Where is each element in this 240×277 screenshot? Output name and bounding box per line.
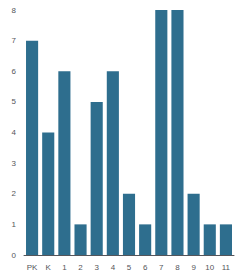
svg-text:7: 7	[12, 36, 17, 45]
svg-text:5: 5	[12, 97, 17, 106]
svg-text:1: 1	[12, 220, 17, 229]
svg-text:1: 1	[62, 263, 67, 272]
svg-text:2: 2	[12, 189, 17, 198]
svg-text:3: 3	[94, 263, 99, 272]
svg-text:4: 4	[111, 263, 116, 272]
svg-text:10: 10	[205, 263, 214, 272]
svg-text:2: 2	[78, 263, 83, 272]
svg-text:PK: PK	[27, 263, 38, 272]
svg-text:0: 0	[12, 251, 17, 260]
svg-text:4: 4	[12, 128, 17, 137]
svg-text:9: 9	[191, 263, 196, 272]
svg-text:5: 5	[127, 263, 132, 272]
svg-text:6: 6	[12, 67, 17, 76]
svg-text:8: 8	[175, 263, 180, 272]
svg-text:8: 8	[12, 6, 17, 15]
svg-text:3: 3	[12, 159, 17, 168]
svg-text:11: 11	[222, 263, 231, 272]
svg-text:7: 7	[159, 263, 164, 272]
svg-text:6: 6	[143, 263, 148, 272]
svg-text:K: K	[46, 263, 52, 272]
